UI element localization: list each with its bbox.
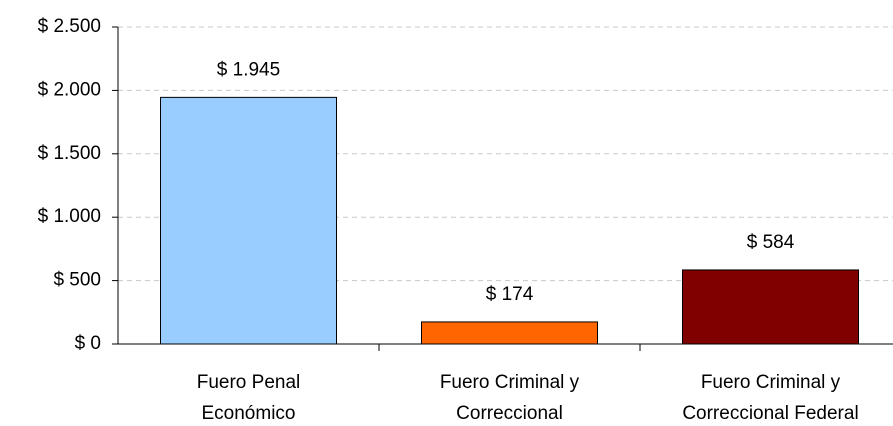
x-tick-label: Fuero Criminal y Correccional (439, 372, 580, 424)
data-label: $ 584 (747, 232, 795, 253)
bar (682, 269, 859, 345)
x-tick-label: Fuero Penal Económico (196, 372, 301, 424)
y-tick-label: $ 0 (75, 333, 101, 354)
y-tick-label: $ 500 (53, 270, 101, 291)
data-label: $ 1.945 (217, 59, 280, 80)
y-tick-label: $ 2.000 (38, 79, 101, 100)
y-tick-label: $ 1.500 (38, 143, 101, 164)
y-tick-label: $ 1.000 (38, 206, 101, 227)
bar (421, 321, 598, 345)
x-tick-label: Fuero Criminal y Correccional Federal (682, 372, 859, 424)
y-tick-label: $ 2.500 (38, 16, 101, 37)
bar (160, 96, 337, 345)
data-label: $ 174 (486, 284, 534, 305)
